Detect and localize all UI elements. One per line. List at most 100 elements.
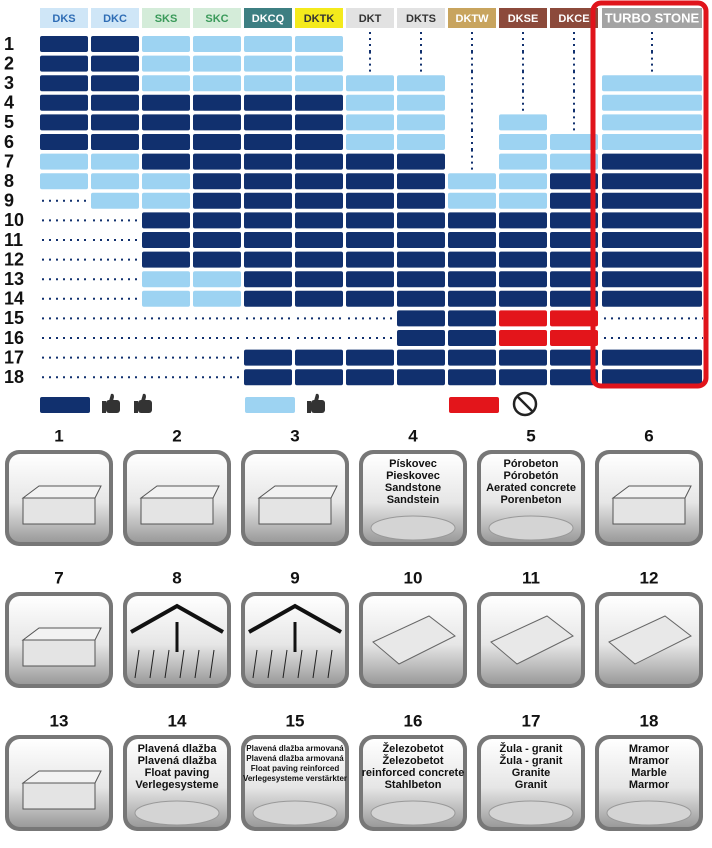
tile-text: Žula - granit bbox=[500, 742, 563, 755]
tile-stone bbox=[606, 800, 692, 826]
cell bbox=[295, 271, 343, 288]
cell bbox=[346, 134, 394, 150]
cell bbox=[295, 75, 343, 92]
cell bbox=[550, 369, 598, 386]
cell bbox=[193, 212, 241, 229]
tile-text: Aerated concrete bbox=[486, 482, 576, 494]
row-label: 11 bbox=[4, 230, 23, 250]
row-label: 1 bbox=[4, 34, 14, 54]
tile-number: 5 bbox=[526, 426, 535, 445]
cell bbox=[193, 75, 241, 92]
cell bbox=[550, 251, 598, 268]
cell bbox=[142, 75, 190, 92]
cell bbox=[550, 153, 598, 170]
thumb-finger bbox=[141, 393, 146, 401]
cell bbox=[295, 55, 343, 72]
cell bbox=[244, 271, 292, 288]
cell bbox=[244, 94, 292, 111]
row-label: 17 bbox=[4, 347, 24, 367]
cell bbox=[550, 232, 598, 248]
cell bbox=[448, 290, 496, 307]
cell bbox=[550, 310, 598, 327]
cell bbox=[346, 232, 394, 248]
cell bbox=[40, 153, 88, 170]
tile-text: Mramor bbox=[629, 755, 670, 767]
row-label: 3 bbox=[4, 73, 14, 93]
tile-block-top bbox=[257, 485, 338, 499]
cell bbox=[142, 173, 190, 190]
cell bbox=[550, 212, 598, 229]
cell bbox=[602, 232, 702, 248]
row-label: 15 bbox=[4, 308, 24, 328]
column-header-bg bbox=[550, 8, 598, 28]
row-label: 2 bbox=[4, 53, 14, 73]
tile-block bbox=[258, 497, 332, 525]
cell bbox=[40, 94, 88, 111]
cell bbox=[397, 310, 445, 327]
row-label: 7 bbox=[4, 151, 14, 171]
thumb-finger bbox=[109, 393, 114, 401]
cell bbox=[40, 75, 88, 92]
cell bbox=[346, 251, 394, 268]
cell bbox=[550, 290, 598, 307]
cell bbox=[397, 94, 445, 111]
cell bbox=[397, 192, 445, 209]
tile-number: 8 bbox=[172, 568, 181, 587]
tile-grid bbox=[282, 649, 288, 679]
thumb-cuff bbox=[102, 401, 106, 413]
cell bbox=[499, 369, 547, 386]
column-header: DKCE bbox=[558, 13, 589, 25]
tile-number: 9 bbox=[290, 568, 299, 587]
cell bbox=[244, 290, 292, 307]
cell bbox=[244, 232, 292, 248]
cell bbox=[244, 153, 292, 170]
tile-stone bbox=[488, 800, 574, 826]
cell bbox=[448, 232, 496, 248]
cell bbox=[142, 232, 190, 248]
tile-text: Verlegesysteme verstärkter bbox=[243, 774, 347, 783]
tile-block bbox=[22, 782, 96, 810]
cell bbox=[244, 134, 292, 150]
tile-number: 15 bbox=[286, 711, 305, 730]
tile-text: Pórobeton bbox=[504, 458, 559, 470]
cell bbox=[91, 114, 139, 131]
cell bbox=[244, 349, 292, 366]
tile-number: 11 bbox=[522, 568, 540, 587]
tile-grid bbox=[194, 649, 200, 679]
cell bbox=[397, 290, 445, 307]
tile-panel bbox=[372, 615, 456, 665]
tile-text: Sandstone bbox=[385, 482, 441, 494]
tile-block-top bbox=[21, 770, 102, 784]
tile-grid bbox=[267, 649, 273, 679]
cell bbox=[346, 114, 394, 131]
tile-text: Float paving bbox=[145, 767, 210, 779]
thumb-palm bbox=[311, 400, 325, 413]
cell bbox=[448, 310, 496, 327]
cell bbox=[397, 232, 445, 248]
cell bbox=[397, 153, 445, 170]
column-header: DKCQ bbox=[252, 13, 285, 25]
cell bbox=[448, 330, 496, 346]
column-header: DKTW bbox=[456, 13, 490, 25]
tile-block-top bbox=[21, 627, 102, 641]
cell bbox=[193, 173, 241, 190]
highlight-border bbox=[590, 0, 709, 389]
column-header-bg bbox=[40, 8, 88, 28]
cell bbox=[244, 55, 292, 72]
tile-panel bbox=[490, 615, 574, 665]
cell bbox=[91, 134, 139, 150]
cell bbox=[602, 271, 702, 288]
tile-text: Float paving reinforced bbox=[251, 764, 340, 773]
cell bbox=[295, 94, 343, 111]
cell bbox=[193, 251, 241, 268]
tile-roof bbox=[248, 603, 342, 634]
row-label: 8 bbox=[4, 171, 14, 191]
tile-stone bbox=[134, 800, 220, 826]
cell bbox=[397, 349, 445, 366]
cell bbox=[40, 36, 88, 52]
cell bbox=[193, 114, 241, 131]
tile-stone bbox=[488, 515, 574, 541]
tile-block-top bbox=[21, 485, 102, 499]
cell bbox=[295, 232, 343, 248]
